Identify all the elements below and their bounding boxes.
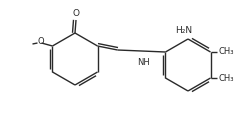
Text: NH: NH — [137, 58, 149, 67]
Text: CH₃: CH₃ — [218, 47, 233, 57]
Text: CH₃: CH₃ — [218, 74, 233, 83]
Text: H₂N: H₂N — [175, 26, 192, 35]
Text: O: O — [37, 37, 44, 46]
Text: O: O — [72, 9, 79, 18]
